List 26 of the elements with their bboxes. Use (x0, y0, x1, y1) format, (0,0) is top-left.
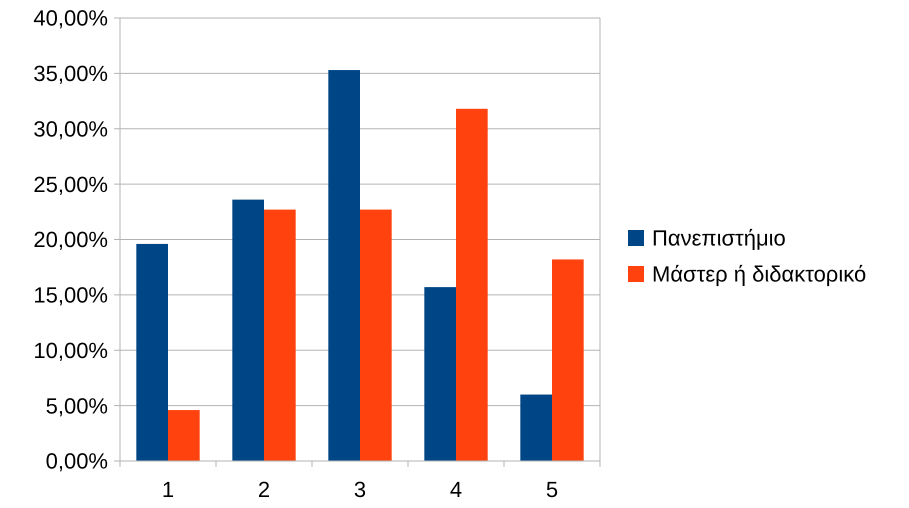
x-tick-label: 4 (450, 477, 462, 502)
y-tick-label: 5,00% (46, 393, 108, 418)
x-tick-label: 1 (162, 477, 174, 502)
bar (168, 410, 200, 461)
y-tick-label: 15,00% (33, 282, 108, 308)
x-tick-label: 3 (354, 477, 366, 502)
bar (552, 259, 584, 461)
y-tick-label: 20,00% (33, 227, 108, 252)
bar (264, 210, 296, 461)
x-tick-label: 5 (546, 477, 558, 502)
y-tick-label: 10,00% (33, 338, 108, 363)
bar (424, 287, 456, 461)
y-tick-label: 40,00% (33, 6, 108, 31)
bar (520, 394, 552, 461)
legend-label: Πανεπιστήμιο (652, 226, 786, 251)
legend-label: Μάστερ ή διδακτορικό (652, 262, 866, 287)
bar (328, 70, 360, 461)
bar (360, 210, 392, 461)
y-tick-label: 35,00% (33, 61, 108, 86)
bar (456, 108, 488, 461)
y-tick-label: 0,00% (46, 448, 108, 474)
y-tick-label: 30,00% (33, 116, 108, 142)
bar (232, 200, 264, 461)
y-tick-label: 25,00% (33, 172, 108, 197)
bar (136, 244, 168, 461)
x-tick-label: 2 (258, 477, 270, 502)
